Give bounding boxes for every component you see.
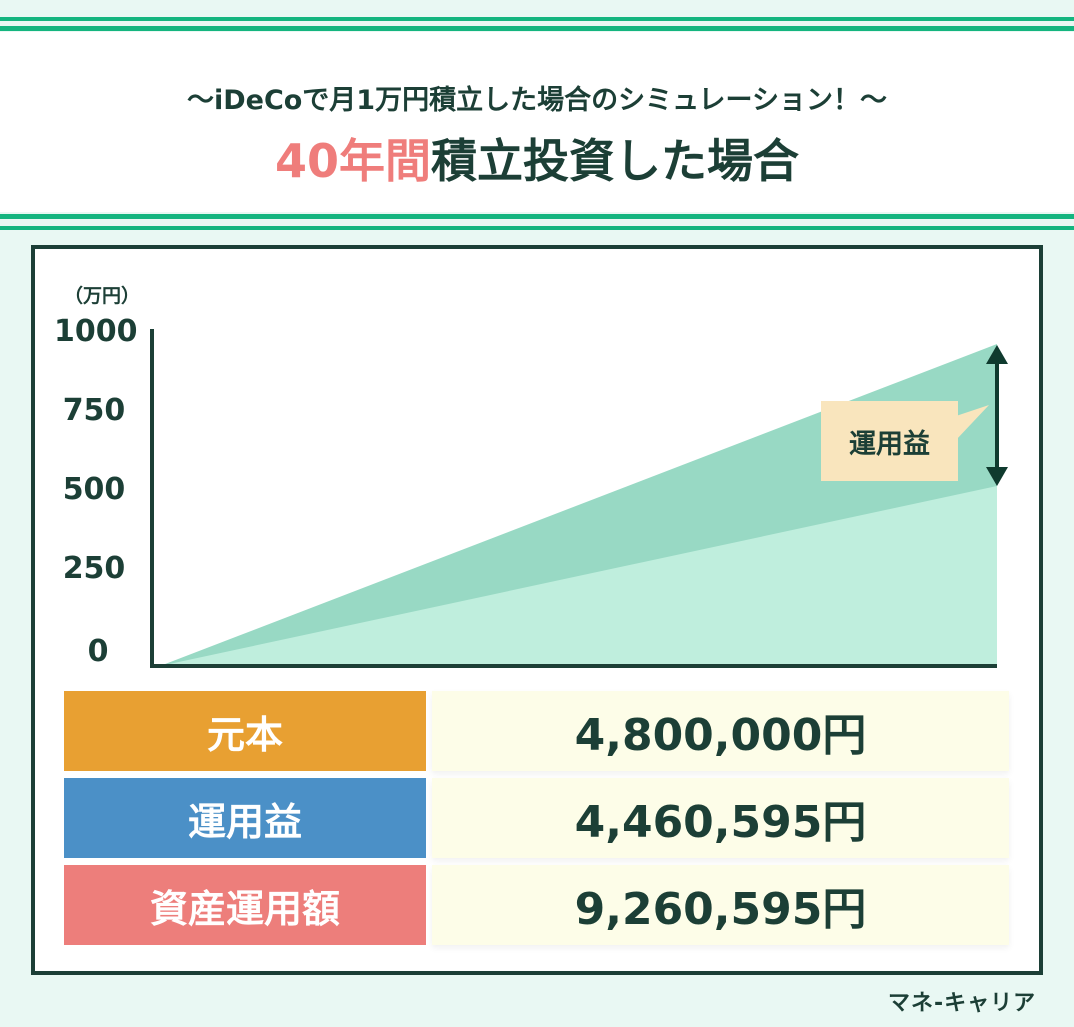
row-value: 4,460,595円 [432, 778, 1009, 858]
summary-row-total: 資産運用額 9,260,595円 [64, 865, 1009, 945]
title-highlight: 40年間 [274, 134, 431, 188]
y-tick-0: 0 [87, 634, 109, 669]
bottom-line-1 [0, 214, 1074, 219]
y-tick-250: 250 [62, 551, 126, 586]
arrow-down-icon [986, 467, 1008, 486]
row-value: 4,800,000円 [432, 691, 1009, 771]
row-label: 元本 [64, 691, 426, 771]
brand-logo: マネ-キャリア [888, 991, 1037, 1016]
bottom-line-2 [0, 226, 1074, 230]
arrow-up-icon [986, 345, 1008, 364]
callout-tail [956, 405, 989, 440]
header-band [0, 32, 1074, 212]
row-value: 9,260,595円 [432, 865, 1009, 945]
row-label: 運用益 [64, 778, 426, 858]
top-line-2 [0, 26, 1074, 31]
y-tick-750: 750 [62, 393, 126, 428]
top-line-1 [0, 17, 1074, 21]
principal-area [160, 486, 997, 666]
summary-row-gain: 運用益 4,460,595円 [64, 778, 1009, 858]
page-title: 40年間積立投資した場合 [0, 125, 1074, 191]
y-tick-1000: 1000 [54, 314, 138, 349]
y-tick-500: 500 [62, 472, 126, 507]
gain-callout: 運用益 [821, 401, 958, 481]
subtitle: 〜iDeCoで月1万円積立した場合のシミュレーション！〜 [186, 85, 888, 116]
y-axis-unit: （万円） [64, 285, 141, 307]
row-label: 資産運用額 [64, 865, 426, 945]
title-rest: 積立投資した場合 [431, 134, 799, 188]
summary-row-principal: 元本 4,800,000円 [64, 691, 1009, 771]
